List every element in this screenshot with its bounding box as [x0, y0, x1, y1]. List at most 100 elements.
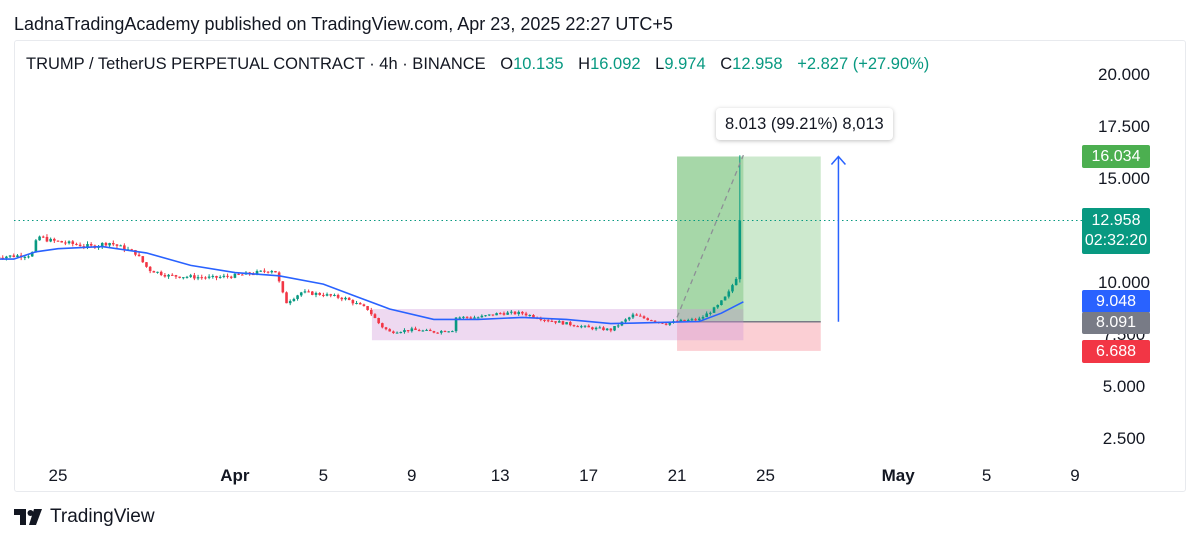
candle	[23, 255, 27, 261]
candle	[53, 237, 56, 243]
candle-body	[410, 328, 414, 332]
candle-body	[679, 319, 683, 322]
candle-body	[38, 236, 41, 241]
candle-body	[642, 316, 646, 319]
candles-layer	[0, 155, 742, 335]
candle-body	[16, 255, 19, 258]
candle-body	[653, 320, 657, 322]
candle-body	[631, 314, 635, 318]
candle-body	[204, 277, 207, 279]
candle	[451, 330, 454, 333]
position-zones	[677, 156, 821, 351]
candle-body	[366, 306, 369, 310]
candle	[78, 242, 82, 247]
ma-price-tag: 9.048	[1082, 290, 1150, 313]
candle-body	[314, 293, 318, 295]
candle-body	[506, 312, 509, 315]
candle	[709, 311, 712, 316]
candle-body	[299, 292, 303, 296]
candle	[333, 293, 336, 297]
candle-body	[123, 245, 126, 251]
candle-body	[425, 329, 428, 331]
candle	[288, 299, 292, 306]
candle	[428, 328, 432, 332]
candle	[605, 327, 609, 331]
measure-label[interactable]: 8.013 (99.21%) 8,013	[716, 108, 893, 140]
candle	[594, 326, 598, 331]
candle	[318, 292, 321, 296]
candle-body	[392, 331, 395, 333]
candle	[64, 240, 67, 246]
candle-body	[561, 321, 565, 325]
candle	[60, 240, 63, 243]
candle-body	[414, 328, 417, 330]
candle	[130, 248, 134, 251]
candle-body	[167, 274, 170, 277]
candle	[41, 235, 45, 239]
candle	[303, 289, 307, 294]
candle	[406, 330, 410, 333]
candle	[554, 321, 557, 325]
candle	[484, 315, 487, 317]
candle	[727, 289, 731, 299]
candle-body	[130, 249, 134, 251]
candle-body	[716, 305, 720, 308]
last-price-tag: 12.958 02:32:20	[1082, 208, 1150, 254]
candle-body	[594, 327, 598, 330]
x-tick-label: 17	[579, 466, 598, 485]
candle-body	[399, 332, 403, 334]
candle-body	[406, 330, 410, 332]
candle-body	[355, 303, 358, 305]
candle	[513, 311, 517, 315]
candle	[277, 271, 281, 283]
candle-body	[498, 313, 502, 315]
candle	[421, 329, 425, 332]
candle	[71, 240, 75, 247]
candle-body	[613, 326, 616, 331]
candle-body	[403, 330, 406, 333]
candle-body	[487, 314, 491, 316]
candle	[8, 255, 12, 259]
candle	[311, 291, 314, 296]
moving-average-layer	[0, 245, 744, 325]
candle	[189, 273, 192, 278]
candle	[292, 297, 296, 302]
candle-body	[694, 319, 697, 321]
candle-body	[616, 325, 620, 327]
candle	[705, 311, 708, 318]
candle-body	[229, 276, 233, 278]
candle	[299, 291, 303, 297]
candle-body	[141, 256, 145, 263]
candle-body	[56, 240, 60, 242]
candle-body	[148, 266, 152, 272]
range-box	[371, 309, 744, 341]
candle	[167, 273, 170, 279]
candle-body	[89, 244, 93, 246]
candle-body	[222, 275, 226, 277]
y-tick-label: 2.500	[1103, 429, 1146, 448]
candle-body	[196, 277, 200, 279]
candle-body	[100, 242, 104, 247]
candle	[163, 273, 167, 278]
candle-body	[583, 325, 587, 327]
candle-body	[510, 311, 513, 313]
candle	[322, 292, 325, 298]
candle-body	[174, 275, 178, 277]
y-tick-label: 10.000	[1098, 273, 1150, 292]
close-value: 12.958	[732, 55, 783, 73]
candle	[347, 296, 351, 301]
candle	[591, 326, 594, 331]
x-tick-label: 5	[982, 466, 991, 485]
candle	[580, 324, 583, 329]
candle	[646, 317, 649, 321]
candle	[229, 275, 233, 280]
candle-body	[156, 271, 159, 273]
candle-body	[576, 326, 579, 328]
candle	[196, 274, 200, 281]
candle-body	[240, 274, 244, 276]
candle	[613, 326, 616, 332]
measure-arrow-head-icon	[830, 155, 847, 165]
candle-body	[646, 318, 649, 321]
